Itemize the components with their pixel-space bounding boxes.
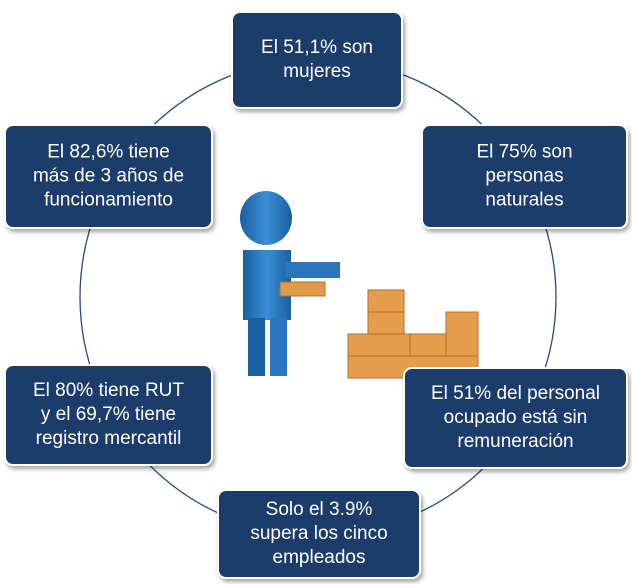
node-box bbox=[231, 11, 403, 109]
node-box bbox=[4, 124, 213, 229]
node-label: El 75% son bbox=[476, 142, 572, 163]
node-label: remuneración bbox=[457, 431, 573, 452]
node-box bbox=[403, 367, 628, 469]
node-label: personas bbox=[485, 166, 563, 187]
node-box bbox=[217, 489, 421, 579]
node-label: mujeres bbox=[283, 61, 351, 82]
node-label: Solo el 3.9% bbox=[266, 499, 373, 520]
node-label: funcionamiento bbox=[44, 190, 173, 211]
node-label: El 51% del personal bbox=[431, 383, 600, 404]
node-box bbox=[421, 124, 628, 229]
node-label: El 80% tiene RUT bbox=[33, 380, 184, 401]
node-label: supera los cinco bbox=[250, 523, 387, 544]
node-label: El 51,1% son bbox=[261, 37, 373, 58]
node-label: empleados bbox=[273, 547, 366, 568]
node-label: El 82,6% tiene bbox=[47, 142, 170, 163]
node-label: naturales bbox=[485, 190, 563, 211]
node-label: registro mercantil bbox=[36, 428, 182, 449]
node-label: y el 69,7% tiene bbox=[41, 404, 176, 425]
node-label: más de 3 años de bbox=[33, 166, 184, 187]
node-box bbox=[4, 364, 213, 466]
node-label: ocupado está sin bbox=[444, 407, 588, 428]
